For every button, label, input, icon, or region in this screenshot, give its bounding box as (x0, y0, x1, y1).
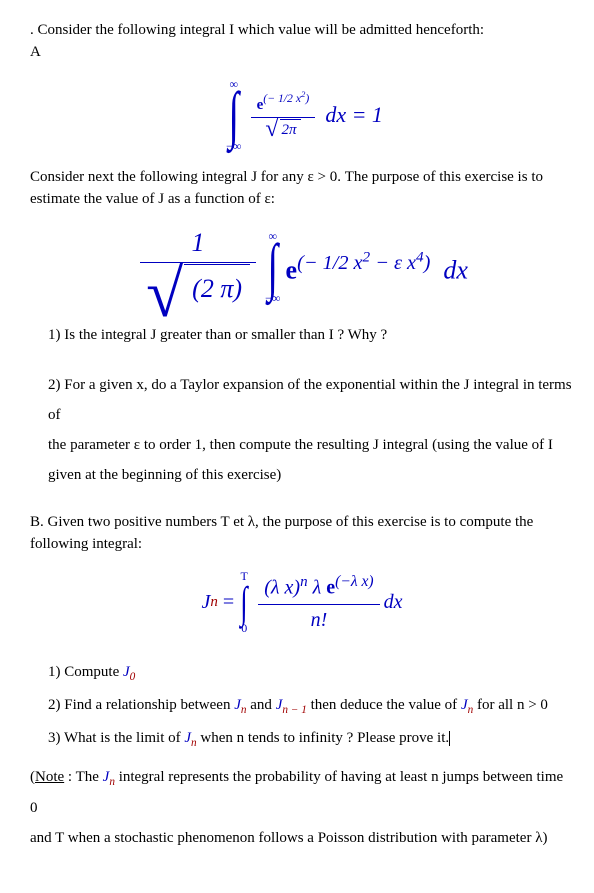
integrand-fraction: e(− 1/2 x2) √ 2π (251, 88, 316, 143)
Jn-dx: dx (384, 588, 403, 617)
expJ-a: (− 1/2 x (297, 252, 362, 274)
document-page: . Consider the following integral I whic… (0, 0, 594, 893)
front-den: (2 π) (192, 270, 242, 308)
note-underline: Note (35, 769, 64, 785)
J-intro: Consider next the following integral J f… (30, 167, 574, 211)
B-note: (Note : The Jn integral represents the p… (30, 762, 574, 854)
radicand: 2π (282, 120, 297, 142)
Jn-e-sup: (−λ x) (335, 573, 373, 590)
B-q2-b: then deduce the value of (307, 697, 461, 713)
integral-sign-Jn: T ∫ 0 (238, 568, 250, 638)
B-q2-a: 2) Find a relationship between (48, 697, 234, 713)
Jn-e: e (326, 577, 335, 599)
Jn-den: n! (305, 605, 334, 636)
formula-I: ∞ ∫ −∞ e(− 1/2 x2) √ 2π dx = 1 (30, 76, 574, 156)
dx-J: dx (443, 255, 468, 284)
text-cursor (449, 731, 450, 746)
expJ-pb: 4 (416, 248, 424, 265)
partA-intro: . Consider the following integral I whic… (30, 20, 574, 64)
eq-result: dx = 1 (325, 99, 383, 131)
Jn-num-a: (λ x) (264, 577, 300, 599)
note-b: : The (64, 769, 102, 785)
B-q2-J1: J (234, 697, 241, 713)
B-q1: 1) Compute J0 (48, 662, 574, 685)
Jn-num-b: λ (308, 577, 327, 599)
integral-sign: ∞ ∫ −∞ (225, 76, 243, 156)
expJ-pa: 2 (363, 248, 371, 265)
B-q1-a: 1) Compute (48, 664, 123, 680)
note-J: J (103, 769, 110, 785)
exp-text: (− 1/2 x (263, 92, 301, 105)
Jn-num-pow: n (300, 574, 308, 590)
A-q2-b: the parameter ε to order 1, then compute… (48, 437, 553, 453)
B-q1-sub: 0 (130, 671, 136, 683)
B-q3: 3) What is the limit of Jn when n tends … (48, 728, 574, 751)
B-q1-J: J (123, 664, 130, 680)
front-fraction: 1 √ (2 π) (140, 223, 256, 313)
sqrt: √ 2π (265, 119, 300, 142)
partA-label: A (30, 44, 41, 60)
expJ-b: − ε x (370, 252, 416, 274)
B-q2-J3: J (461, 697, 468, 713)
partB-intro: B. Given two positive numbers T et λ, th… (30, 512, 574, 556)
e-symbol-J: e (286, 255, 298, 284)
B-q3-b: when n tends to infinity ? Please prove … (197, 730, 449, 746)
A-q1-text: 1) Is the integral J greater than or sma… (48, 327, 387, 343)
front-sqrt: √ (2 π) (146, 264, 250, 311)
partB-intro-text: B. Given two positive numbers T et λ, th… (30, 514, 533, 552)
A-q2: 2) For a given x, do a Taylor expansion … (48, 370, 574, 490)
Jn-lhs-sub: n (210, 592, 218, 614)
note-d: and T when a stochastic phenomenon follo… (30, 830, 547, 846)
A-q1: 1) Is the integral J greater than or sma… (48, 325, 574, 347)
B-q2: 2) Find a relationship between Jn and Jn… (48, 695, 574, 718)
expJ-close: ) (424, 252, 431, 274)
front-num: 1 (186, 223, 211, 263)
integral-sign-J: ∞ ∫ −∞ (264, 228, 282, 308)
Jn-eq: = (223, 588, 234, 617)
Jn-lhs-J: J (201, 588, 210, 617)
A-q2-c: given at the beginning of this exercise) (48, 467, 281, 483)
intro-text: . Consider the following integral I whic… (30, 22, 484, 38)
B-q3-a: 3) What is the limit of (48, 730, 184, 746)
J-intro-text: Consider next the following integral J f… (30, 169, 543, 207)
exp-close: ) (305, 92, 309, 105)
B-q2-c: for all n > 0 (473, 697, 548, 713)
B-q2-s2: n − 1 (282, 704, 306, 716)
Jn-fraction: (λ x)n λ e(−λ x) n! (258, 570, 379, 636)
formula-Jn: Jn = T ∫ 0 (λ x)n λ e(−λ x) n! dx (30, 568, 574, 638)
formula-J: 1 √ (2 π) ∞ ∫ −∞ e(− 1/2 x2 − ε x4) dx (30, 223, 574, 313)
B-q2-mid: and (247, 697, 276, 713)
A-q2-a: 2) For a given x, do a Taylor expansion … (48, 377, 572, 423)
